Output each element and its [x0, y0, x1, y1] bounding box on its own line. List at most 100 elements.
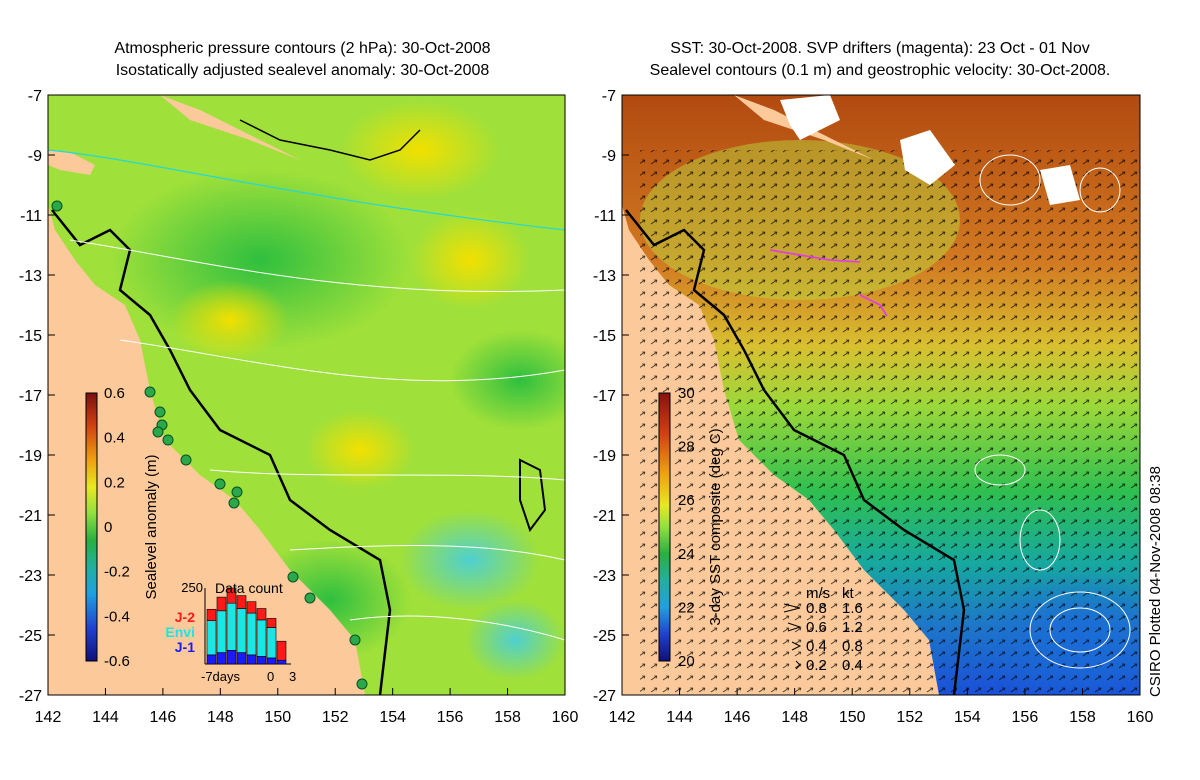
- y-tick-label: -27: [593, 688, 616, 705]
- sealevel-colorbar: [85, 392, 98, 662]
- pressure-contour: [289, 545, 565, 561]
- anomaly-low-region: [400, 510, 540, 610]
- pressure-contour: [69, 239, 565, 293]
- y-tick-label: -13: [593, 268, 616, 285]
- velocity-legend-kt: 1.2: [842, 619, 863, 636]
- colorbar-title: Sealevel anomaly (m): [143, 454, 160, 599]
- y-tick-label: -7: [28, 88, 42, 105]
- data-count-bar-segment: [266, 618, 277, 628]
- colorbar-tick-label: 22: [678, 599, 695, 616]
- x-tick-label: 142: [609, 709, 636, 726]
- y-tick-label: -9: [28, 148, 42, 165]
- velocity-legend-kt: 0.8: [842, 638, 863, 655]
- y-tick-label: -25: [19, 628, 42, 645]
- right-map: [622, 95, 1140, 695]
- x-tick-label: 146: [724, 709, 751, 726]
- y-tick-label: -17: [593, 388, 616, 405]
- inset-title: Data count: [215, 580, 283, 596]
- data-count-bar-segment: [256, 656, 267, 665]
- inset-legend-label: J-1: [175, 639, 195, 655]
- data-count-bar-segment: [266, 627, 277, 659]
- velocity-legend-kt: 0.4: [842, 657, 863, 674]
- data-count-bar-segment: [206, 654, 217, 665]
- left-title-line-2: Isostatically adjusted sealevel anomaly:…: [115, 62, 490, 79]
- y-tick-label: -13: [19, 268, 42, 285]
- colorbar-tick-label: 30: [678, 385, 695, 402]
- x-tick-label: 148: [781, 709, 808, 726]
- colorbar-tick-label: 0.6: [104, 385, 125, 402]
- data-count-bar-segment: [226, 650, 237, 665]
- velocity-legend-ms: 0.2: [806, 657, 827, 674]
- velocity-legend: m/s kt 0.8 1.6 0.6 1.2 0.4 0.8 0.2 0.4: [783, 585, 863, 674]
- anomaly-high-region: [340, 100, 500, 200]
- shelf-edge-contour: [51, 209, 392, 695]
- y-tick-label: -25: [593, 628, 616, 645]
- x-tick-label: 160: [552, 709, 579, 726]
- y-tick-label: -15: [593, 328, 616, 345]
- colorbar-tick-label: 0.4: [104, 430, 125, 447]
- y-tick-label: -7: [602, 88, 616, 105]
- data-count-bar-segment: [256, 608, 267, 621]
- data-count-bar-segment: [236, 595, 247, 609]
- anomaly-green-region: [450, 330, 565, 430]
- cloud-mask: [780, 95, 1080, 205]
- colorbar-tick-label: 24: [678, 546, 695, 563]
- inset-y-tick-label: 250: [181, 580, 203, 595]
- data-count-bar-segment: [216, 596, 227, 612]
- y-tick-label: -17: [19, 388, 42, 405]
- y-tick-label: -23: [593, 568, 616, 585]
- coastal-land: [48, 150, 95, 175]
- velocity-legend-header-ms: m/s: [806, 585, 830, 602]
- png-coastline: [239, 119, 421, 161]
- data-count-bar-segment: [206, 608, 217, 621]
- x-tick-label: 158: [494, 709, 521, 726]
- y-tick-label: -23: [19, 568, 42, 585]
- colorbar-tick-label: -0.6: [104, 653, 130, 670]
- anomaly-high-region: [305, 410, 415, 490]
- anomaly-high-region: [170, 280, 290, 360]
- velocity-legend-ms: 0.6: [806, 619, 827, 636]
- data-count-bar-segment: [226, 587, 237, 604]
- data-count-bar-segment: [216, 610, 227, 653]
- data-count-bar-segment: [216, 652, 227, 665]
- data-count-bar-segment: [246, 601, 257, 614]
- y-tick-label: -11: [594, 208, 616, 225]
- x-tick-label: 146: [150, 709, 177, 726]
- colorbar-tick-label: 28: [678, 439, 695, 456]
- inset-x-label: 0: [267, 669, 274, 684]
- y-tick-label: -21: [19, 508, 42, 525]
- right-title-line-2: Sealevel contours (0.1 m) and geostrophi…: [649, 62, 1111, 79]
- colorbar-labels-layer: 0.6 0.4 0.2 0 -0.2 -0.4 -0.6 Sealevel anomaly (…: [104, 385, 724, 670]
- sealevel-contours: [974, 154, 1131, 669]
- pressure-contour: [48, 149, 565, 231]
- data-count-bar-segment: [236, 608, 247, 653]
- y-tick-label: -21: [593, 508, 616, 525]
- x-tick-label: 152: [896, 709, 923, 726]
- data-count-bar-segment: [276, 659, 287, 665]
- data-count-bar-segment: [236, 652, 247, 665]
- y-tick-label: -15: [19, 328, 42, 345]
- left-map-title: Atmospheric pressure contours (2 hPa): 3…: [40, 38, 565, 82]
- x-tick-label: 142: [35, 709, 62, 726]
- reef-outline: [519, 458, 547, 533]
- right-map-title: SST: 30-Oct-2008. SVP drifters (magenta)…: [600, 38, 1160, 82]
- velocity-legend-ms: 0.4: [806, 638, 827, 655]
- y-tick-label: -19: [593, 448, 616, 465]
- plot-credit: CSIRO Plotted 04-Nov-2008 08:38: [1147, 466, 1164, 697]
- x-tick-label: 144: [666, 709, 693, 726]
- x-tick-label: 150: [264, 709, 291, 726]
- colorbar-tick-label: 26: [678, 492, 695, 509]
- x-tick-label: 152: [322, 709, 349, 726]
- data-count-bar-segment: [246, 612, 257, 656]
- colorbar-tick-label: 0: [104, 519, 112, 536]
- inset-legend-label: J-2: [175, 609, 195, 625]
- geostrophic-velocity-arrows: [640, 150, 1140, 695]
- axis-layer: 142 144 146 148 150 152 154 156 158 160 -7 -9 -11 -13…: [19, 88, 1154, 726]
- anomaly-high-region: [410, 210, 530, 310]
- data-count-bar-segment: [266, 657, 277, 665]
- svp-drifter-track: [859, 294, 888, 317]
- colorbar-title: 3-day SST composite (deg C): [707, 428, 724, 625]
